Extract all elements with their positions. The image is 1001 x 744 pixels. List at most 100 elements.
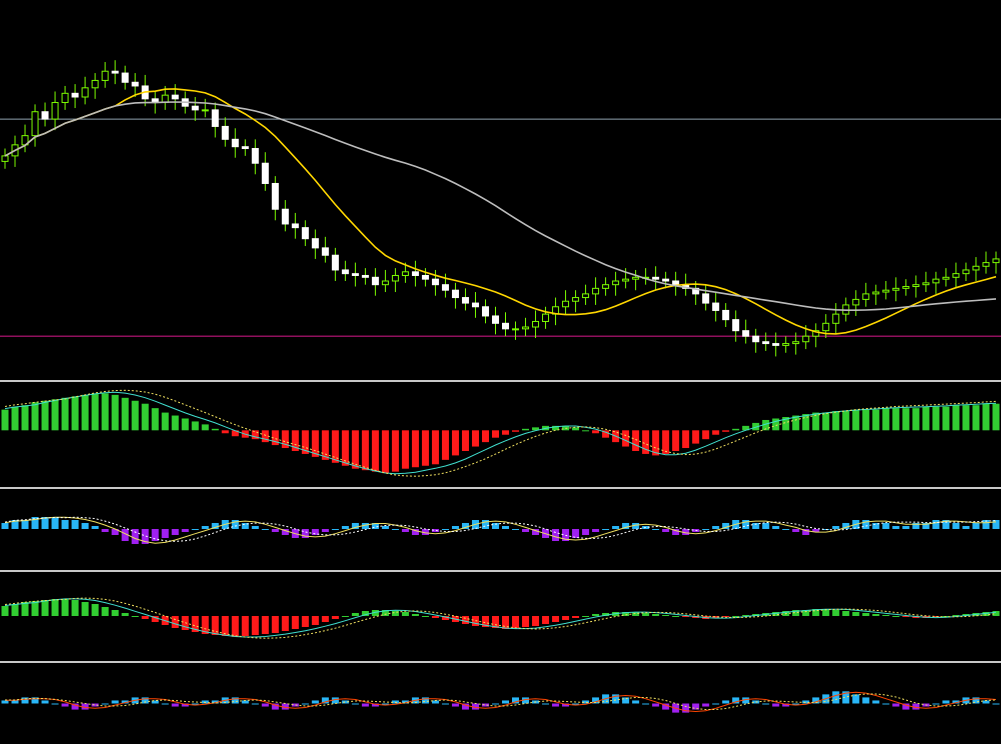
histogram-bar bbox=[161, 529, 169, 538]
histogram-bar bbox=[632, 523, 640, 529]
histogram-bar bbox=[491, 523, 499, 529]
histogram-bar bbox=[582, 700, 590, 704]
candle-body bbox=[972, 265, 980, 271]
histogram-bar bbox=[542, 616, 550, 624]
histogram-bar bbox=[251, 430, 259, 440]
histogram-bar bbox=[441, 430, 449, 460]
histogram-bar bbox=[882, 408, 890, 431]
histogram-bar bbox=[582, 616, 590, 617]
histogram-bar bbox=[562, 616, 570, 620]
histogram-bar bbox=[211, 523, 219, 529]
histogram-bar bbox=[11, 520, 19, 529]
candle-body bbox=[111, 70, 119, 74]
histogram-bar bbox=[552, 425, 560, 431]
histogram-bar bbox=[481, 616, 489, 627]
histogram-bar bbox=[21, 520, 29, 529]
histogram-bar bbox=[852, 694, 860, 704]
candle-body bbox=[281, 208, 289, 225]
histogram-bar bbox=[201, 616, 209, 634]
histogram-bar bbox=[822, 609, 830, 616]
histogram-bar bbox=[41, 517, 49, 529]
histogram-bar bbox=[592, 697, 600, 704]
histogram-bar bbox=[131, 616, 139, 617]
histogram-bar bbox=[612, 526, 620, 529]
histogram-bar bbox=[662, 529, 670, 532]
histogram-bar bbox=[411, 614, 419, 616]
histogram-bar bbox=[421, 430, 429, 466]
histogram-bar bbox=[331, 430, 339, 463]
histogram-bar bbox=[211, 428, 219, 431]
histogram-bar bbox=[471, 430, 479, 447]
histogram-bar bbox=[792, 703, 800, 705]
histogram-bar bbox=[91, 604, 99, 616]
histogram-bar bbox=[842, 691, 850, 704]
histogram-bar bbox=[111, 394, 119, 431]
histogram-bar bbox=[782, 703, 790, 707]
histogram-bar bbox=[922, 523, 930, 529]
histogram-bar bbox=[21, 602, 29, 616]
macd-panel[interactable] bbox=[1, 389, 1000, 477]
histogram-bar bbox=[91, 393, 99, 431]
histogram-bar bbox=[101, 529, 109, 532]
histogram-bar bbox=[81, 602, 89, 616]
histogram-bar bbox=[902, 408, 910, 431]
histogram-bar bbox=[712, 616, 720, 618]
candle-body bbox=[101, 70, 109, 81]
histogram-bar bbox=[982, 612, 990, 616]
histogram-bar bbox=[962, 614, 970, 616]
histogram-bar bbox=[191, 421, 199, 431]
histogram-bar bbox=[662, 430, 670, 454]
histogram-bar bbox=[512, 697, 520, 704]
price-panel[interactable] bbox=[0, 60, 1001, 357]
histogram-bar bbox=[461, 616, 469, 624]
histogram-bar bbox=[121, 700, 129, 704]
histogram-bar bbox=[361, 430, 369, 471]
histogram-bar bbox=[21, 405, 29, 431]
histogram-bar bbox=[772, 703, 780, 707]
histogram-bar bbox=[862, 613, 870, 616]
histogram-bar bbox=[642, 703, 650, 705]
histogram-bar bbox=[301, 529, 309, 538]
histogram-bar bbox=[81, 523, 89, 529]
histogram-bar bbox=[852, 409, 860, 431]
momentum-panel[interactable] bbox=[1, 597, 1000, 639]
histogram-bar bbox=[952, 523, 960, 529]
histogram-bar bbox=[512, 529, 520, 530]
candle-body bbox=[652, 276, 660, 280]
candle-body bbox=[351, 273, 359, 276]
histogram-bar bbox=[932, 520, 940, 529]
histogram-bar bbox=[311, 529, 319, 535]
histogram-bar bbox=[171, 529, 179, 535]
histogram-bar bbox=[431, 700, 439, 704]
histogram-bar bbox=[341, 430, 349, 466]
histogram-bar bbox=[622, 523, 630, 529]
candle-body bbox=[241, 146, 249, 150]
histogram-bar bbox=[191, 529, 199, 530]
candle-body bbox=[191, 105, 199, 111]
histogram-bar bbox=[892, 616, 900, 617]
histogram-bar bbox=[722, 523, 730, 529]
histogram-bar bbox=[782, 417, 790, 431]
histogram-bar bbox=[992, 520, 1000, 529]
histogram-bar bbox=[141, 616, 149, 619]
histogram-bar bbox=[441, 616, 449, 620]
histogram-bar bbox=[461, 430, 469, 451]
histogram-bar bbox=[31, 517, 39, 529]
histogram-bar bbox=[792, 415, 800, 431]
histogram-bar bbox=[71, 703, 79, 710]
histogram-bar bbox=[151, 616, 159, 622]
candle-body bbox=[752, 335, 760, 343]
histogram-bar bbox=[532, 427, 540, 431]
histogram-bar bbox=[321, 697, 329, 704]
histogram-bar bbox=[421, 616, 429, 617]
histogram-bar bbox=[51, 517, 59, 529]
histogram-bar bbox=[692, 703, 700, 710]
histogram-bar bbox=[832, 610, 840, 616]
candle-body bbox=[932, 278, 940, 284]
histogram-bar bbox=[522, 529, 530, 532]
histogram-bar bbox=[231, 697, 239, 704]
volume-oscillator-panel[interactable] bbox=[1, 691, 1000, 713]
oscillator-panel[interactable] bbox=[1, 516, 1000, 544]
histogram-bar bbox=[131, 400, 139, 431]
